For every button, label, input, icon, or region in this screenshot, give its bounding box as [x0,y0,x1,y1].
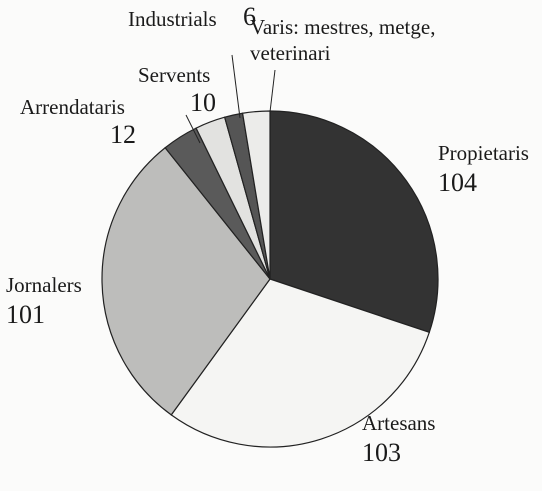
pie-slice [269,110,439,334]
value-label: 6 [243,2,256,31]
leader-line [269,69,276,113]
pie-slice [170,278,431,448]
value-label: 101 [6,300,45,329]
slice-label: Industrials [128,7,217,31]
slice-label: Servents [138,63,211,87]
leader-line [185,114,201,144]
slice-label: Jornalers [6,273,82,297]
leader-line [231,54,241,119]
slice-label: Artesans [362,411,436,435]
slice-label: Propietaris [438,141,529,165]
value-label: 10 [190,88,216,117]
value-label: 104 [438,168,477,197]
pie-slice [101,146,271,416]
slice-label: Varis: mestres, metge, veterinari [250,15,436,65]
value-label: 103 [362,438,401,467]
slice-label: Arrendataris [20,95,125,119]
value-label: 12 [110,120,136,149]
